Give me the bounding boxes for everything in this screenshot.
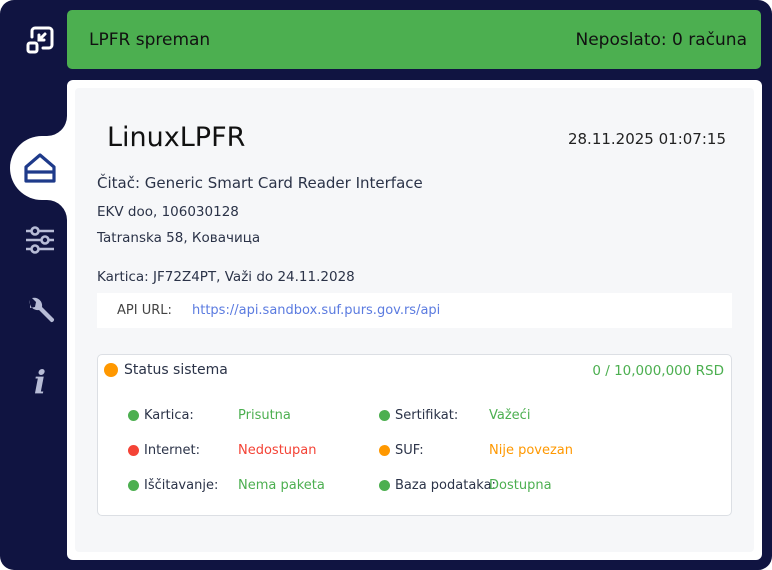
system-status-title: Status sistema	[124, 362, 228, 378]
sidebar-item-home[interactable]	[20, 148, 60, 188]
unsent-count: Neposlato: 0 računa	[575, 29, 747, 50]
status-value: Nije povezan	[489, 443, 574, 458]
address-info: Tatranska 58, Ковачица	[97, 230, 261, 246]
status-value: Dostupna	[489, 478, 552, 493]
status-value: Nema paketa	[238, 478, 325, 493]
status-label: Internet:	[144, 443, 200, 458]
card-info: Kartica: JF72Z4PT, Važi do 24.11.2028	[97, 269, 355, 285]
main-panel: LinuxLPFR 28.11.2025 01:07:15 Čitač: Gen…	[67, 80, 762, 560]
status-item: Kartica: Prisutna	[128, 408, 378, 423]
sliders-icon	[26, 226, 54, 254]
status-dot-icon	[104, 363, 118, 377]
status-label: SUF:	[395, 443, 424, 458]
status-item: SUF: Nije povezan	[379, 443, 629, 458]
status-dot-icon	[128, 410, 139, 421]
status-dot-icon	[128, 445, 139, 456]
sidebar-item-settings[interactable]	[20, 220, 60, 260]
lpfr-status-bar: LPFR spreman Neposlato: 0 računa	[67, 10, 761, 69]
lpfr-status-text: LPFR spreman	[89, 29, 211, 50]
status-label: Kartica:	[144, 408, 194, 423]
status-value: Nedostupan	[238, 443, 317, 458]
datetime: 28.11.2025 01:07:15	[567, 130, 726, 148]
page-title: LinuxLPFR	[107, 122, 246, 153]
status-dot-icon	[379, 445, 390, 456]
status-item: Sertifikat: Važeći	[379, 408, 629, 423]
company-info: EKV doo, 106030128	[97, 204, 239, 220]
status-dot-icon	[128, 480, 139, 491]
status-item: Internet: Nedostupan	[128, 443, 378, 458]
status-dot-icon	[379, 410, 390, 421]
sidebar-item-info[interactable]: i	[20, 362, 60, 402]
api-url-label: API URL:	[117, 303, 172, 318]
amount-limit: 0 / 10,000,000 RSD	[592, 363, 724, 379]
status-label: Iščitavanje:	[144, 478, 219, 493]
minimize-window-icon[interactable]	[20, 20, 60, 60]
info-icon: i	[33, 363, 47, 401]
api-url-row: API URL: https://api.sandbox.suf.purs.go…	[97, 293, 732, 328]
status-value: Važeći	[489, 408, 531, 423]
status-item: Iščitavanje: Nema paketa	[128, 478, 378, 493]
sidebar-item-tools[interactable]	[20, 292, 60, 332]
api-url-link[interactable]: https://api.sandbox.suf.purs.gov.rs/api	[192, 303, 441, 318]
reader-info: Čitač: Generic Smart Card Reader Interfa…	[97, 174, 423, 192]
wrench-icon	[29, 297, 55, 323]
status-item: Baza podataka: Dostupna	[379, 478, 629, 493]
home-icon	[24, 153, 56, 183]
status-dot-icon	[379, 480, 390, 491]
status-label: Sertifikat:	[395, 408, 459, 423]
system-status-card: Status sistema 0 / 10,000,000 RSD Kartic…	[97, 354, 732, 516]
status-value: Prisutna	[238, 408, 291, 423]
status-label: Baza podataka:	[395, 478, 496, 493]
